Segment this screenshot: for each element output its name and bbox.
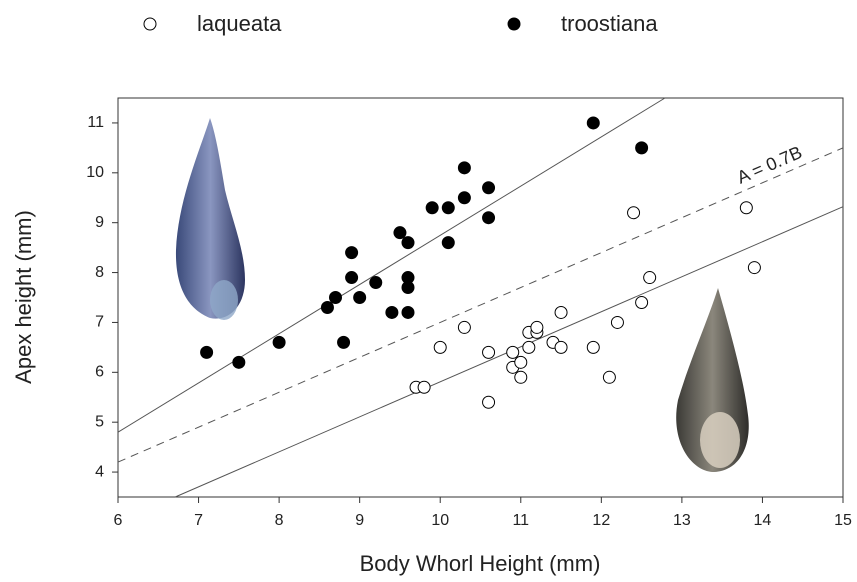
data-point: [346, 247, 358, 259]
data-point: [483, 182, 495, 194]
data-point: [233, 356, 245, 368]
data-point: [531, 321, 543, 333]
data-point: [434, 341, 446, 353]
data-point: [636, 296, 648, 308]
data-point: [611, 316, 623, 328]
x-tick-label: 15: [834, 512, 852, 529]
data-point: [628, 207, 640, 219]
y-tick-label: 11: [87, 114, 104, 131]
y-tick-label: 7: [95, 314, 104, 331]
legend-marker: [508, 18, 520, 30]
data-point: [740, 202, 752, 214]
x-axis-label: Body Whorl Height (mm): [360, 551, 601, 576]
data-point: [458, 321, 470, 333]
data-point: [321, 301, 333, 313]
data-point: [483, 396, 495, 408]
data-point: [394, 227, 406, 239]
data-point: [748, 262, 760, 274]
data-point: [402, 237, 414, 249]
data-point: [330, 292, 342, 304]
data-point: [507, 346, 519, 358]
y-tick-label: 8: [95, 264, 104, 281]
data-point: [523, 341, 535, 353]
y-tick-label: 6: [95, 364, 104, 381]
data-point: [354, 292, 366, 304]
data-point: [442, 237, 454, 249]
y-tick-label: 5: [95, 413, 104, 430]
data-point: [402, 306, 414, 318]
y-tick-label: 4: [95, 463, 104, 480]
data-point: [515, 371, 527, 383]
data-point: [338, 336, 350, 348]
data-point: [644, 272, 656, 284]
data-point: [442, 202, 454, 214]
x-tick-label: 6: [114, 512, 123, 529]
x-tick-label: 7: [194, 512, 203, 529]
x-tick-label: 12: [592, 512, 610, 529]
data-point: [346, 272, 358, 284]
data-point: [418, 381, 430, 393]
data-point: [636, 142, 648, 154]
data-point: [201, 346, 213, 358]
data-point: [603, 371, 615, 383]
data-point: [515, 356, 527, 368]
x-tick-label: 13: [673, 512, 691, 529]
y-tick-label: 10: [86, 164, 104, 181]
data-point: [458, 162, 470, 174]
annotation: A = 0.7B: [734, 142, 805, 188]
data-point: [587, 117, 599, 129]
data-point: [386, 306, 398, 318]
chart: Apex height (mm) Body Whorl Height (mm) …: [0, 0, 857, 582]
data-point: [555, 306, 567, 318]
data-point: [402, 282, 414, 294]
data-point: [370, 277, 382, 289]
x-tick-label: 9: [355, 512, 364, 529]
data-point: [587, 341, 599, 353]
snail-illustration: [176, 118, 245, 320]
data-point: [273, 336, 285, 348]
legend-label: laqueata: [197, 11, 282, 36]
legend-label: troostiana: [561, 11, 658, 36]
legend-marker: [144, 18, 156, 30]
x-tick-label: 8: [275, 512, 284, 529]
data-point: [483, 346, 495, 358]
x-tick-label: 11: [512, 512, 529, 529]
data-point: [555, 341, 567, 353]
data-point: [483, 212, 495, 224]
y-tick-label: 9: [95, 214, 104, 231]
x-tick-label: 14: [754, 512, 772, 529]
data-point: [426, 202, 438, 214]
y-axis-label: Apex height (mm): [11, 210, 36, 384]
data-point: [458, 192, 470, 204]
snail-illustration: [676, 288, 749, 472]
x-tick-label: 10: [431, 512, 449, 529]
